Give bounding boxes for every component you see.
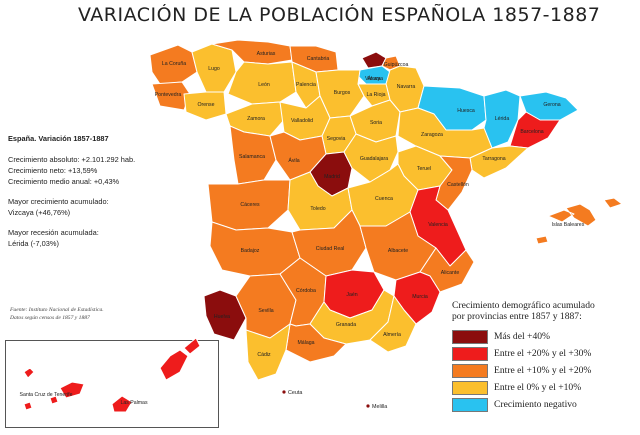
province-label: Segovia (327, 136, 346, 142)
legend-swatch (452, 380, 488, 395)
province-label: Salamanca (239, 154, 265, 160)
source-line-2: Datos según censos de 1857 y 1887 (10, 315, 90, 321)
province-label: La Coruña (162, 61, 186, 67)
city-label: Melilla (372, 404, 387, 410)
source-line-1: Fuente: Instituto Nacional de Estadístic… (10, 307, 104, 313)
province-lérida (483, 89, 521, 149)
province-islas-baleares (535, 197, 623, 245)
province-label: Guadalajara (360, 156, 388, 162)
summary-min-label: Mayor recesión acumulada: (8, 228, 99, 237)
legend-item: Más del +40% (452, 328, 640, 345)
province-tarragona (469, 145, 529, 179)
province-almería (369, 295, 417, 353)
canary-islands-inset (5, 340, 219, 428)
legend: Crecimiento demográfico acumulado por pr… (452, 300, 640, 413)
source-note: Fuente: Instituto Nacional de Estadístic… (10, 306, 200, 322)
city-label: Ceuta (288, 390, 302, 396)
province-la-coruña (149, 44, 198, 85)
summary-annual: Crecimiento medio anual: +0,43% (8, 177, 120, 186)
province-label: Zamora (247, 116, 265, 122)
province-label: Vizcaya (365, 76, 383, 82)
province-label: Asturias (257, 51, 276, 57)
province-label: Albacete (388, 248, 408, 254)
province-label: Badajoz (241, 248, 260, 254)
province-label: Zaragoza (421, 132, 443, 138)
province-label: Orense (197, 102, 214, 108)
city-marker (366, 404, 370, 408)
province-label: Pontevedra (155, 92, 182, 98)
province-huelva (203, 289, 247, 341)
province-label: Castellón (447, 182, 469, 188)
province-label: Álava (368, 75, 381, 82)
summary-absolute: Crecimiento absoluto: +2.101.292 hab. (8, 155, 136, 164)
summary-heading: España. Variación 1857-1887 (8, 134, 109, 143)
province-las-palmas (111, 337, 201, 413)
summary-max-label: Mayor crecimiento acumulado: (8, 197, 109, 206)
province-label: Burgos (334, 90, 351, 96)
legend-title-1: Crecimiento demográfico acumulado (452, 300, 595, 311)
city-marker (282, 390, 286, 394)
province-label: Ávila (288, 157, 299, 164)
province-label: Barcelona (520, 129, 543, 135)
province-label: Sevilla (258, 308, 273, 314)
province-label: Gerona (543, 102, 560, 108)
legend-label: Más del +40% (494, 331, 551, 342)
province-label: Palencia (296, 82, 316, 88)
legend-item: Entre el 0% y el +10% (452, 379, 640, 396)
province-label: Valencia (428, 222, 448, 228)
province-santa-cruz-de-tenerife (23, 367, 85, 411)
province-label: Madrid (324, 174, 340, 180)
legend-swatch (452, 397, 488, 412)
legend-item: Entre el +20% y el +30% (452, 345, 640, 362)
province-label: Guipúzcoa (384, 62, 409, 68)
province-label: Huesca (457, 108, 475, 114)
province-label: Huelva (214, 314, 230, 320)
summary-net: Crecimiento neto: +13,59% (8, 166, 98, 175)
province-label: Navarra (397, 84, 416, 90)
province-label: Islas Baleares (552, 222, 585, 228)
province-label: Las Palmas (120, 400, 148, 406)
legend-label: Entre el +20% y el +30% (494, 348, 592, 359)
province-label: León (258, 82, 270, 88)
legend-swatch (452, 329, 488, 344)
province-label: Córdoba (296, 288, 316, 294)
province-label: Granada (336, 322, 356, 328)
province-cádiz (245, 323, 291, 381)
legend-item: Crecimiento negativo (452, 396, 640, 413)
province-zaragoza (397, 107, 493, 159)
province-label: Almería (383, 332, 401, 338)
province-label: Cáceres (240, 202, 260, 208)
legend-title-2: por provincias entre 1857 y 1887: (452, 311, 582, 322)
legend-item: Entre el +10% y el +20% (452, 362, 640, 379)
province-málaga (285, 323, 347, 363)
province-label: Valladolid (291, 118, 313, 124)
province-label: Murcia (412, 294, 428, 300)
legend-swatch (452, 363, 488, 378)
province-label: La Rioja (366, 92, 385, 98)
province-label: Málaga (297, 340, 314, 346)
summary-panel: España. Variación 1857-1887 Crecimiento … (8, 133, 208, 249)
province-label: Soria (370, 120, 382, 126)
legend-label: Entre el 0% y el +10% (494, 382, 582, 393)
province-label: Lugo (208, 66, 220, 72)
province-label: Cuenca (375, 196, 393, 202)
province-label: Tarragona (482, 156, 505, 162)
province-label: Ciudad Real (316, 246, 345, 252)
province-label: Cádiz (257, 352, 271, 358)
province-label: Teruel (417, 166, 431, 172)
province-label: Lérida (495, 116, 510, 122)
province-label: Jaén (346, 292, 357, 298)
province-label: Toledo (310, 206, 325, 212)
province-label: Cantabria (307, 56, 330, 62)
legend-swatch (452, 346, 488, 361)
legend-label: Crecimiento negativo (494, 399, 577, 410)
map-title: VARIACIÓN DE LA POBLACIÓN ESPAÑOLA 1857-… (78, 4, 601, 26)
province-label: Alicante (441, 270, 460, 276)
legend-label: Entre el +10% y el +20% (494, 365, 592, 376)
summary-min-value: Lérida (-7,03%) (8, 239, 59, 248)
province-salamanca (229, 125, 277, 185)
summary-max-value: Vizcaya (+46,76%) (8, 208, 71, 217)
province-label: Santa Cruz de Tenerife (20, 392, 73, 398)
